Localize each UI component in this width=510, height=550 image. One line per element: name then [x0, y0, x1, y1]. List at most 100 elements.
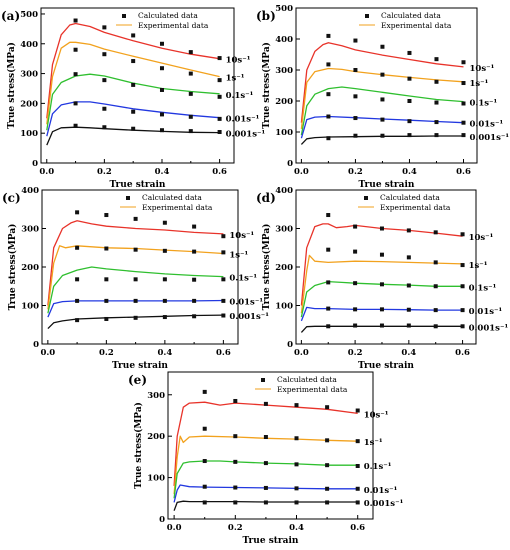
series-label: 10s⁻¹: [469, 233, 494, 243]
calculated-point: [104, 213, 109, 218]
y-tick-label: 0: [159, 515, 165, 525]
x-axis-label: True strain: [243, 536, 299, 546]
calculated-point: [104, 246, 109, 251]
calculated-point: [75, 210, 80, 215]
series-line-4: [173, 500, 358, 511]
calculated-point: [188, 91, 193, 96]
legend-label-experimental: Experimental data: [277, 385, 348, 394]
calculated-point: [263, 500, 268, 505]
y-tick-label: 100: [147, 474, 165, 484]
x-tick-label: 0.0: [39, 167, 54, 177]
calculated-point: [192, 314, 197, 319]
x-tick-label: 0.6: [212, 167, 227, 177]
series-line-0: [300, 223, 463, 306]
legend-marker-calculated: [365, 14, 369, 18]
calculated-point: [133, 315, 138, 320]
calculated-point: [355, 500, 360, 505]
calculated-point: [406, 323, 411, 328]
y-tick-label: 0: [287, 159, 293, 169]
calculated-point: [325, 405, 330, 410]
calculated-point: [162, 220, 167, 225]
legend-label-calculated: Calculated data: [380, 193, 440, 202]
series-line-2: [47, 266, 224, 314]
x-tick-label: 0.4: [401, 348, 416, 358]
series-line-3: [46, 101, 220, 137]
calculated-point: [407, 119, 412, 124]
calculated-point: [233, 485, 238, 490]
y-tick-label: 0: [287, 340, 293, 350]
calculated-point: [407, 133, 412, 138]
calculated-point: [353, 281, 358, 286]
chart-panel-e: 0.0 0.2 0.4 0.6 0 100 200 300 True strain True st…: [128, 371, 404, 546]
series-label: 0.1s⁻¹: [226, 91, 254, 101]
calculated-point: [355, 439, 360, 444]
y-tick-label: 400: [20, 40, 38, 50]
calculated-point: [355, 408, 360, 413]
y-tick-label: 200: [21, 263, 39, 273]
plot-frame: [295, 189, 477, 345]
calculated-point: [75, 298, 80, 303]
calculated-point: [406, 307, 411, 312]
series-label: 0.001s⁻¹: [226, 130, 266, 140]
series-label: 1s⁻¹: [469, 261, 488, 271]
calculated-point: [162, 298, 167, 303]
chart-panel-a: 0.0 0.2 0.4 0.6 0 100 200 300 400 500 True strain T…: [1, 7, 266, 190]
calculated-point: [326, 92, 331, 97]
legend-marker-calculated: [122, 14, 126, 18]
calculated-point: [379, 252, 384, 257]
series-label: 1s⁻¹: [364, 438, 383, 448]
series-label: 10s⁻¹: [226, 56, 251, 66]
series-line-2: [300, 86, 464, 136]
calculated-point: [73, 101, 78, 106]
calculated-point: [159, 128, 164, 133]
series-label: 0.1s⁻¹: [229, 274, 257, 284]
calculated-point: [460, 284, 465, 289]
series-label: 0.001s⁻¹: [469, 323, 509, 333]
y-tick-label: 100: [275, 128, 293, 138]
calculated-point: [221, 234, 226, 239]
calculated-point: [133, 247, 138, 252]
calculated-point: [104, 316, 109, 321]
series-line-1: [46, 41, 220, 125]
calculated-point: [162, 248, 167, 253]
calculated-point: [263, 401, 268, 406]
y-tick-label: 500: [275, 4, 293, 14]
series-line-0: [46, 22, 220, 119]
calculated-point: [434, 133, 439, 138]
calculated-point: [263, 485, 268, 490]
legend-marker-calculated: [126, 196, 130, 200]
calculated-point: [326, 62, 331, 67]
calculated-point: [217, 56, 222, 61]
calculated-point: [294, 403, 299, 408]
panel-label: (b): [256, 9, 276, 23]
calculated-point: [202, 500, 207, 505]
x-tick-label: 0.6: [456, 167, 471, 177]
x-tick-label: 0.0: [167, 523, 182, 533]
calculated-point: [73, 47, 78, 52]
panel-label: (d): [256, 191, 276, 205]
calculated-point: [353, 38, 358, 43]
calculated-point: [73, 18, 78, 23]
calculated-point: [233, 434, 238, 439]
calculated-point: [433, 260, 438, 265]
calculated-point: [131, 33, 136, 38]
calculated-point: [75, 277, 80, 282]
series-label: 1s⁻¹: [226, 74, 245, 84]
series-line-0: [47, 220, 224, 306]
calculated-point: [380, 97, 385, 102]
calculated-point: [380, 44, 385, 49]
calculated-point: [325, 500, 330, 505]
series-line-1: [300, 254, 463, 314]
calculated-point: [406, 228, 411, 233]
calculated-point: [407, 50, 412, 55]
calculated-point: [263, 435, 268, 440]
calculated-point: [102, 78, 107, 83]
calculated-point: [102, 52, 107, 57]
y-tick-label: 500: [20, 10, 38, 20]
calculated-point: [461, 81, 466, 86]
calculated-point: [379, 323, 384, 328]
series-label: 10s⁻¹: [229, 231, 254, 241]
plot-frame: [41, 189, 239, 345]
x-tick-label: 0.2: [228, 523, 243, 533]
